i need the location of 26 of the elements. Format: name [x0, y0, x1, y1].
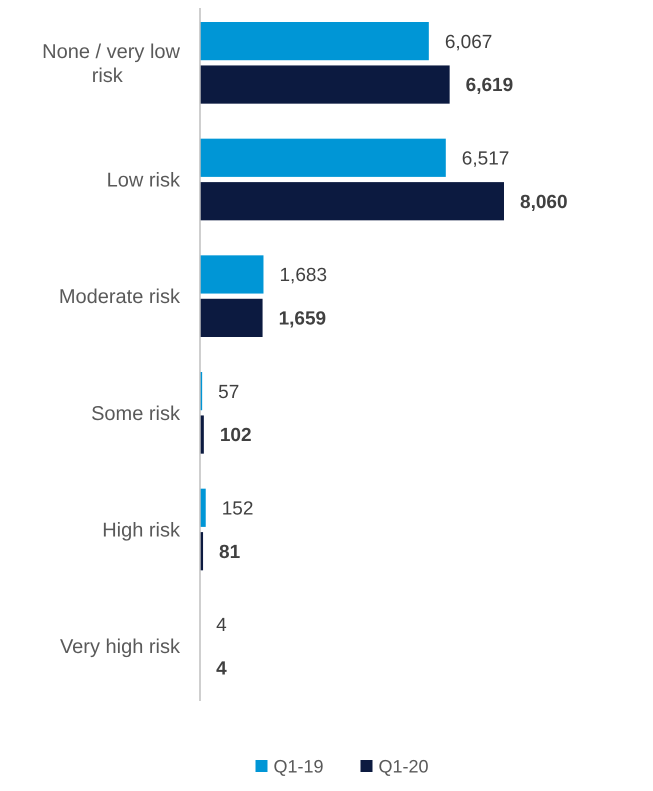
y-tick-label: None / very low risk [42, 40, 181, 87]
data-label: 57 [218, 382, 240, 403]
data-label: 6,619 [466, 75, 514, 96]
data-label: 6,517 [462, 148, 510, 170]
data-label: 81 [219, 542, 241, 563]
y-tick-label: Some risk [91, 402, 181, 425]
data-label: 4 [216, 615, 228, 636]
bar [200, 182, 504, 220]
data-label: 102 [220, 425, 252, 446]
y-tick-label: High risk [102, 520, 181, 542]
y-tick-label: Moderate risk [58, 286, 181, 308]
legend-label: Q1-20 [378, 756, 429, 776]
data-label: 1,659 [278, 308, 326, 330]
bar [200, 138, 446, 177]
data-label: 4 [216, 658, 228, 680]
y-tick-label: Low risk [106, 170, 181, 192]
bar [200, 298, 263, 337]
data-label: 8,060 [520, 192, 568, 213]
data-label: 152 [222, 498, 254, 520]
data-label: 1,683 [279, 265, 328, 286]
y-tick-label: Very high risk [60, 636, 181, 658]
bar [200, 22, 429, 60]
bar [200, 65, 450, 104]
legend-label: Q1-19 [274, 756, 324, 776]
bar [200, 255, 264, 294]
data-label: 6,067 [444, 32, 492, 53]
